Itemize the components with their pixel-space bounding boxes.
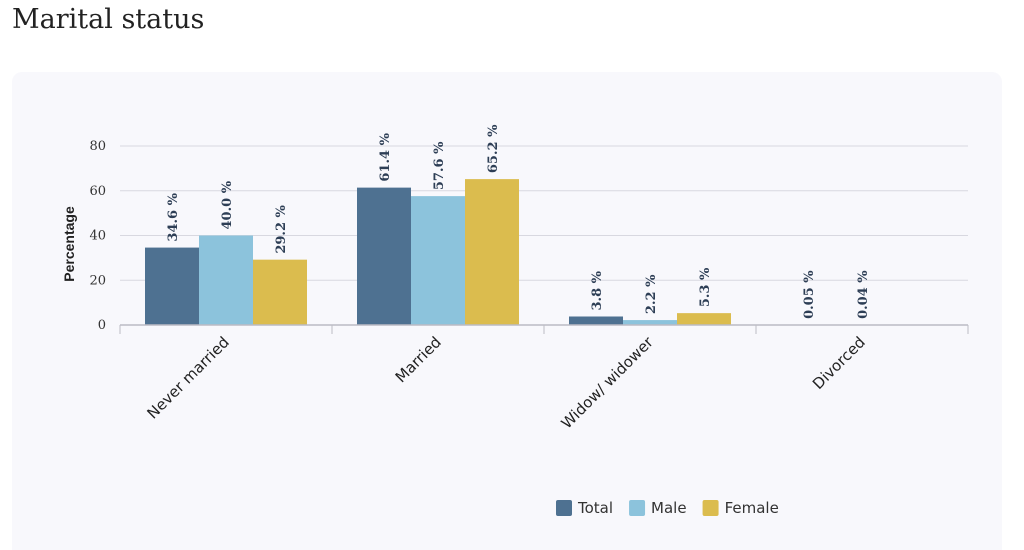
data-labels: 34.6 % 40.0 % 29.2 % 61.4 % 57.6 % 65.2 % 3.8 … [166, 124, 871, 319]
bar-total [145, 247, 199, 325]
bar-total [357, 187, 411, 325]
x-category-label: Never married [144, 333, 233, 422]
bar-female [253, 259, 307, 325]
bar-total [569, 316, 623, 325]
y-tick-label: 40 [89, 229, 106, 244]
data-label: 61.4 % [378, 132, 393, 181]
data-label: 0.05 % [802, 270, 817, 319]
bar-female [677, 313, 731, 325]
y-tick-label: 20 [89, 273, 106, 288]
y-tick-label: 0 [98, 318, 106, 333]
bar-male [411, 196, 465, 325]
bar-female [465, 179, 519, 325]
data-label: 29.2 % [274, 204, 289, 253]
x-category-label: Married [392, 333, 445, 386]
bars [145, 179, 889, 325]
gridlines [120, 145, 968, 281]
legend-label-male: Male [651, 499, 687, 517]
data-label: 65.2 % [486, 124, 501, 173]
legend-label-female: Female [725, 499, 779, 517]
legend-swatch-total [556, 500, 572, 516]
data-label: 40.0 % [220, 180, 235, 229]
data-label: 2.2 % [644, 274, 659, 314]
data-label: 57.6 % [432, 141, 447, 190]
data-label: 5.3 % [698, 267, 713, 307]
legend-swatch-female [702, 500, 719, 516]
bar-male [199, 235, 253, 325]
legend: Total Male Female [556, 499, 779, 517]
y-tick-label: 80 [89, 139, 106, 154]
legend-swatch-male [629, 500, 646, 516]
x-category-label: Widow/ widower [558, 333, 658, 433]
bar-male [623, 320, 677, 325]
data-label: 3.8 % [590, 270, 605, 310]
bar-chart: 34.6 % 40.0 % 29.2 % 61.4 % 57.6 % 65.2 % 3.8 … [61, 124, 969, 517]
page-title: Marital status [12, 4, 205, 35]
chart-card: 34.6 % 40.0 % 29.2 % 61.4 % 57.6 % 65.2 % 3.8 … [12, 72, 1002, 550]
data-label: 34.6 % [166, 192, 181, 241]
y-tick-label: 60 [89, 184, 106, 199]
x-category-label: Divorced [809, 333, 869, 393]
y-axis-title: Percentage [61, 206, 77, 282]
legend-label-total: Total [577, 499, 613, 517]
data-label: 0.04 % [856, 270, 871, 319]
